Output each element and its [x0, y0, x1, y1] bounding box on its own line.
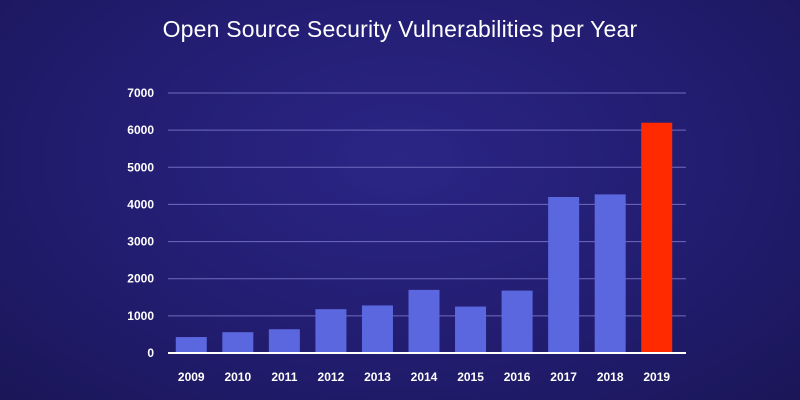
x-tick-label-2017: 2017 [550, 370, 577, 384]
chart-title: Open Source Security Vulnerabilities per… [162, 16, 638, 42]
gridlines [168, 92, 686, 317]
x-tick-label-2014: 2014 [411, 370, 438, 384]
y-tick-label-7000: 7000 [127, 86, 154, 100]
y-tick-label-0: 0 [147, 346, 154, 360]
x-tick-label-2018: 2018 [597, 370, 624, 384]
bar-2016 [501, 290, 533, 353]
y-tick-label-6000: 6000 [127, 123, 154, 137]
x-tick-label-2013: 2013 [364, 370, 391, 384]
y-tick-label-3000: 3000 [127, 235, 154, 249]
x-tick-label-2019: 2019 [643, 370, 670, 384]
bar-2010 [222, 332, 254, 353]
x-tick-label-2011: 2011 [271, 370, 297, 384]
bar-2009 [175, 337, 207, 353]
bar-2015 [455, 306, 487, 353]
x-tick-label-2015: 2015 [457, 370, 484, 384]
bar-2012 [315, 309, 347, 353]
y-tick-label-2000: 2000 [127, 272, 154, 286]
y-tick-label-5000: 5000 [127, 160, 154, 174]
x-axis-ticks: 2009 2010 2011 2012 2013 2014 2015 2016 2017 2018… [178, 370, 670, 384]
bar-2019 [641, 122, 673, 353]
y-tick-label-1000: 1000 [127, 309, 154, 323]
bar-2018 [594, 194, 626, 353]
bar-2014 [408, 289, 440, 353]
bar-2017 [548, 197, 580, 353]
bar-2013 [361, 305, 393, 353]
bar-2011 [268, 329, 300, 353]
y-axis-ticks: 0 1000 2000 3000 4000 5000 6000 7000 [127, 86, 154, 360]
x-tick-label-2009: 2009 [178, 370, 205, 384]
bars [175, 122, 673, 353]
x-tick-label-2012: 2012 [318, 370, 345, 384]
x-tick-label-2010: 2010 [224, 370, 251, 384]
x-tick-label-2016: 2016 [504, 370, 531, 384]
y-tick-label-4000: 4000 [127, 197, 154, 211]
